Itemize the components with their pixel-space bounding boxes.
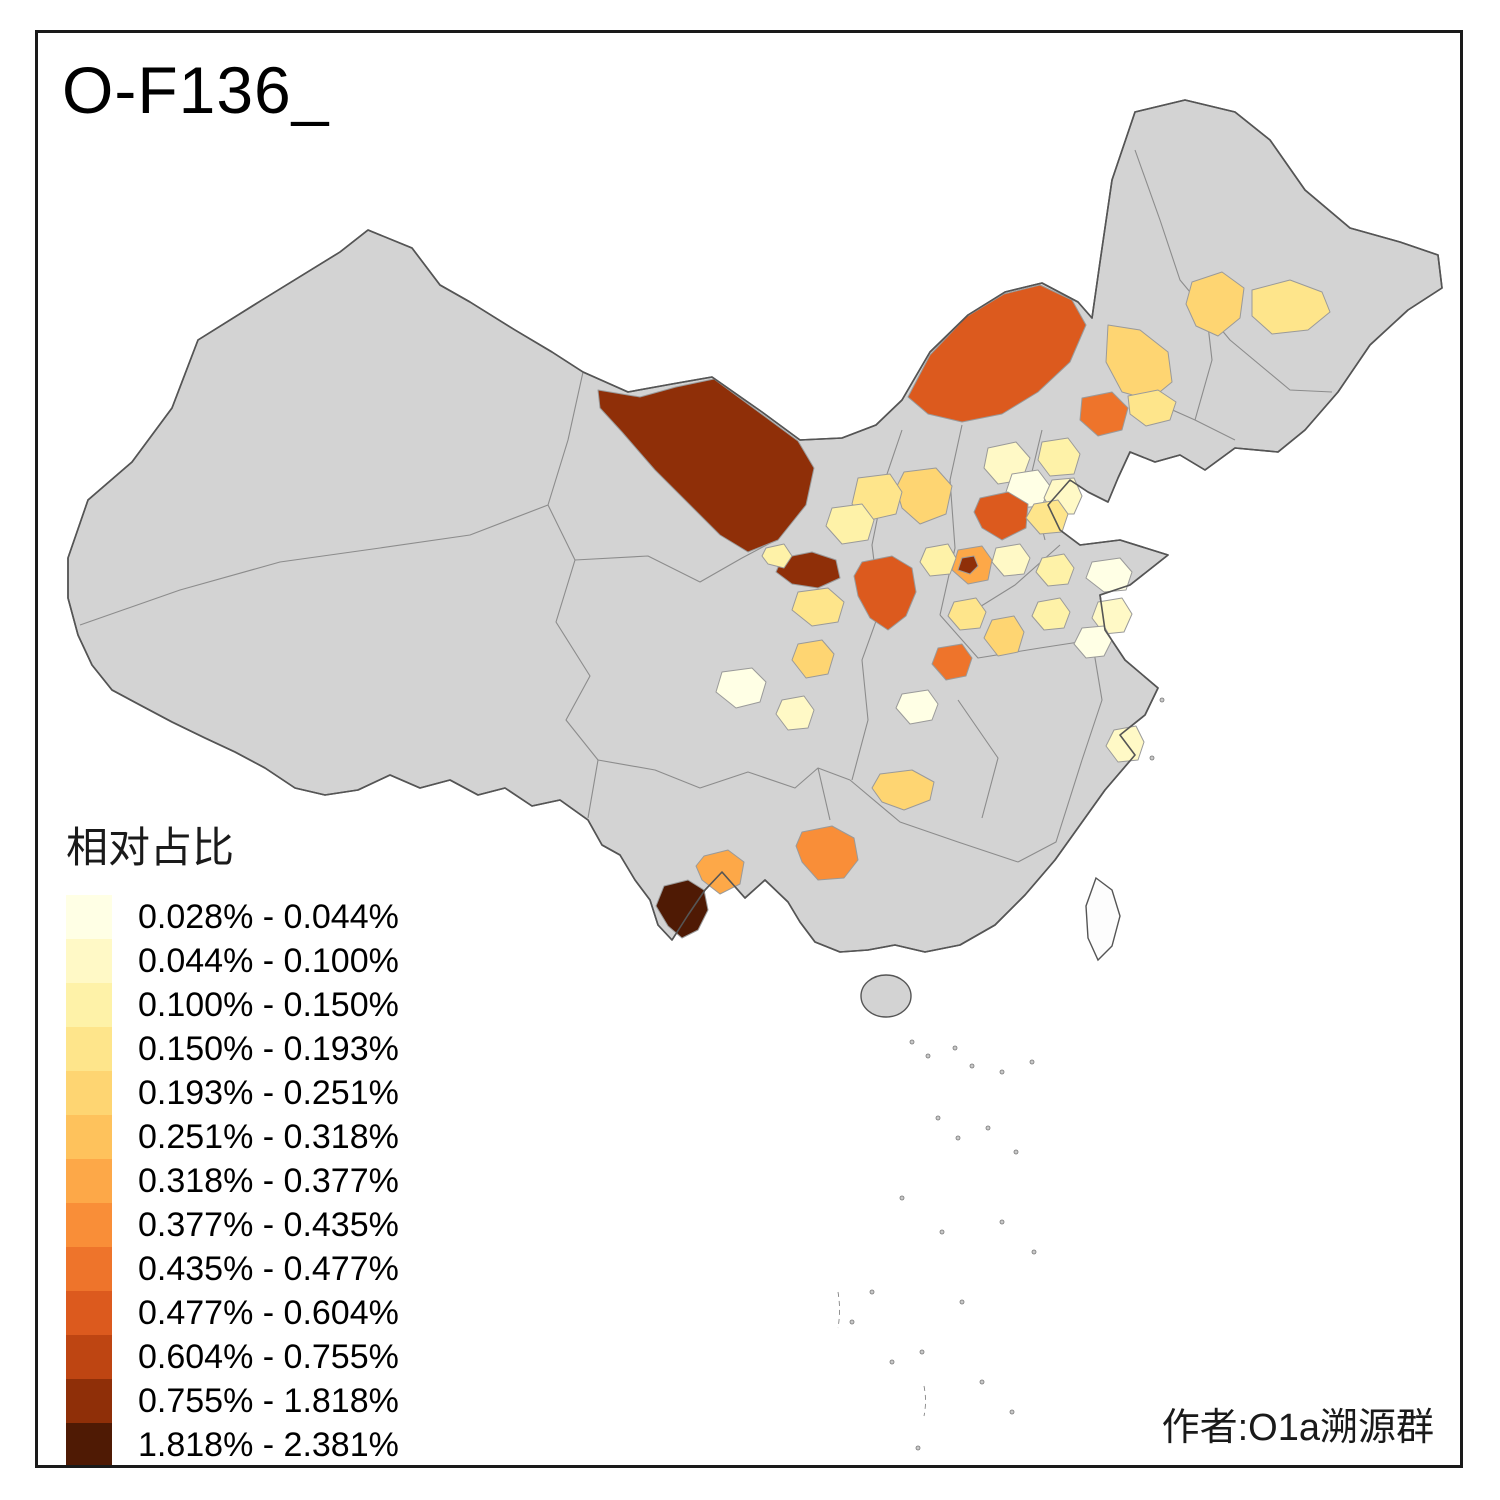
legend-label: 0.251% - 0.318% [138, 1117, 399, 1156]
legend: 相对占比 0.028% - 0.044% 0.044% - 0.100% 0.100… [66, 814, 399, 1467]
map-region [795, 825, 859, 881]
legend-label: 0.318% - 0.377% [138, 1161, 399, 1200]
legend-label: 0.028% - 0.044% [138, 897, 399, 936]
map-region [775, 695, 815, 731]
legend-swatch [66, 1115, 112, 1159]
map-region [871, 769, 935, 811]
legend-item: 0.318% - 0.377% [66, 1159, 399, 1203]
map-region [973, 491, 1029, 541]
map-region [1251, 279, 1331, 335]
map-region [761, 543, 793, 569]
legend-item: 0.435% - 0.477% [66, 1247, 399, 1291]
map-region [791, 639, 835, 679]
legend-swatch [66, 1291, 112, 1335]
hainan-island [860, 974, 912, 1018]
map-region [991, 543, 1031, 577]
legend-swatch [66, 1423, 112, 1467]
map-region [825, 503, 875, 545]
map-region [947, 597, 987, 631]
legend-swatch [66, 1159, 112, 1203]
legend-label: 0.604% - 0.755% [138, 1337, 399, 1376]
legend-item: 0.028% - 0.044% [66, 895, 399, 939]
legend-label: 0.044% - 0.100% [138, 941, 399, 980]
legend-swatch [66, 1027, 112, 1071]
legend-item: 0.477% - 0.604% [66, 1291, 399, 1335]
map-region [597, 378, 815, 553]
choropleth-regions [597, 271, 1331, 939]
legend-swatch [66, 1247, 112, 1291]
legend-swatch [66, 939, 112, 983]
map-region [1031, 597, 1071, 631]
map-region [715, 667, 767, 709]
national-border-outline [67, 99, 1443, 953]
legend-rows: 0.028% - 0.044% 0.044% - 0.100% 0.100% - 0… [66, 895, 399, 1467]
legend-item: 0.251% - 0.318% [66, 1115, 399, 1159]
legend-swatch [66, 1379, 112, 1423]
legend-swatch [66, 1071, 112, 1115]
legend-label: 0.150% - 0.193% [138, 1029, 399, 1068]
legend-label: 0.477% - 0.604% [138, 1293, 399, 1332]
map-region [983, 615, 1025, 657]
legend-item: 0.377% - 0.435% [66, 1203, 399, 1247]
map-region [853, 555, 917, 631]
map-region [1079, 391, 1129, 437]
map-region [1105, 324, 1173, 401]
map-region [931, 643, 973, 681]
legend-title: 相对占比 [66, 824, 235, 871]
legend-item: 1.818% - 2.381% [66, 1423, 399, 1467]
map-region [957, 555, 979, 575]
legend-item: 0.755% - 1.818% [66, 1379, 399, 1423]
legend-item: 0.604% - 0.755% [66, 1335, 399, 1379]
legend-label: 0.100% - 0.150% [138, 985, 399, 1024]
legend-swatch [66, 1203, 112, 1247]
legend-label: 0.377% - 0.435% [138, 1205, 399, 1244]
map-region [1185, 271, 1245, 337]
map-region [919, 543, 957, 577]
legend-swatch [66, 895, 112, 939]
legend-label: 0.755% - 1.818% [138, 1381, 399, 1420]
map-region [1035, 553, 1075, 587]
attribution: 作者:O1a溯源群 [1161, 1407, 1434, 1449]
map-title: O-F136_ [62, 53, 330, 127]
map-region [791, 587, 845, 627]
legend-swatch [66, 983, 112, 1027]
legend-label: 0.435% - 0.477% [138, 1249, 399, 1288]
legend-label: 0.193% - 0.251% [138, 1073, 399, 1112]
legend-label: 1.818% - 2.381% [138, 1425, 399, 1464]
map-region [895, 689, 939, 725]
map-region [1037, 437, 1081, 477]
legend-swatch [66, 1335, 112, 1379]
map-region [1127, 389, 1177, 427]
legend-item: 0.150% - 0.193% [66, 1027, 399, 1071]
map-region [775, 551, 841, 589]
legend-item: 0.193% - 0.251% [66, 1071, 399, 1115]
map-region [1085, 557, 1133, 593]
taiwan-island [1085, 876, 1121, 962]
map-region [655, 879, 709, 939]
south-china-sea-islands [837, 697, 1165, 1451]
legend-item: 0.044% - 0.100% [66, 939, 399, 983]
legend-item: 0.100% - 0.150% [66, 983, 399, 1027]
